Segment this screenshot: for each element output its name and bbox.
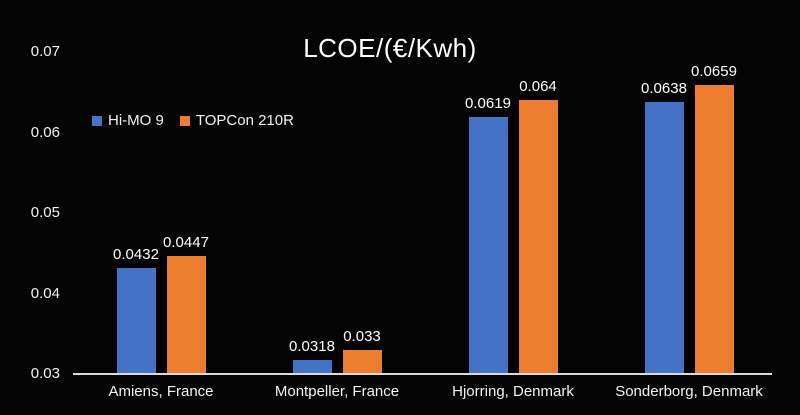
bar-topcon-210r [518, 100, 558, 374]
bar-hi-mo-9 [468, 117, 508, 374]
chart-title: LCOE/(€/Kwh) [303, 33, 477, 63]
legend: Hi-MO 9 TOPCon 210R [92, 112, 294, 129]
y-axis-tick-label: 0.04 [30, 284, 60, 302]
legend-item-hi-mo-9: Hi-MO 9 [92, 112, 164, 129]
x-axis-category-label: Amiens, France [108, 383, 214, 400]
bar-hi-mo-9 [116, 267, 156, 374]
bar-topcon-210r [694, 85, 734, 374]
legend-label-hi-mo-9: Hi-MO 9 [108, 112, 164, 129]
x-axis-category-label: Montpeller, France [274, 383, 400, 400]
legend-swatch-blue-icon [92, 115, 102, 126]
bar-value-label: 0.0638 [641, 79, 687, 97]
legend-item-topcon-210r: TOPCon 210R [179, 112, 294, 129]
bar-value-label: 0.0432 [113, 245, 159, 263]
bar-value-label: 0.0619 [465, 95, 511, 113]
legend-swatch-orange-icon [179, 115, 190, 126]
bar-hi-mo-9 [644, 101, 684, 374]
y-axis-tick-label: 0.03 [30, 365, 60, 382]
bar-topcon-210r [166, 255, 206, 374]
legend-label-topcon-210r: TOPCon 210R [195, 112, 294, 129]
x-axis-line [73, 373, 772, 375]
x-axis-category-label: Sonderborg, Denmark [615, 383, 763, 400]
y-axis-tick-label: 0.05 [30, 204, 60, 221]
y-axis-tick-label: 0.07 [30, 43, 60, 60]
bar-value-label: 0.064 [519, 78, 557, 96]
bar-value-label: 0.0318 [289, 337, 335, 355]
y-axis-tick-label: 0.06 [30, 123, 60, 141]
bar-topcon-210r [342, 349, 382, 374]
bar-value-label: 0.033 [343, 327, 381, 345]
bar-value-label: 0.0659 [691, 63, 737, 80]
bar-hi-mo-9 [292, 359, 332, 374]
x-axis-category-label: Hjorring, Denmark [452, 383, 574, 400]
bar-value-label: 0.0447 [163, 233, 209, 251]
